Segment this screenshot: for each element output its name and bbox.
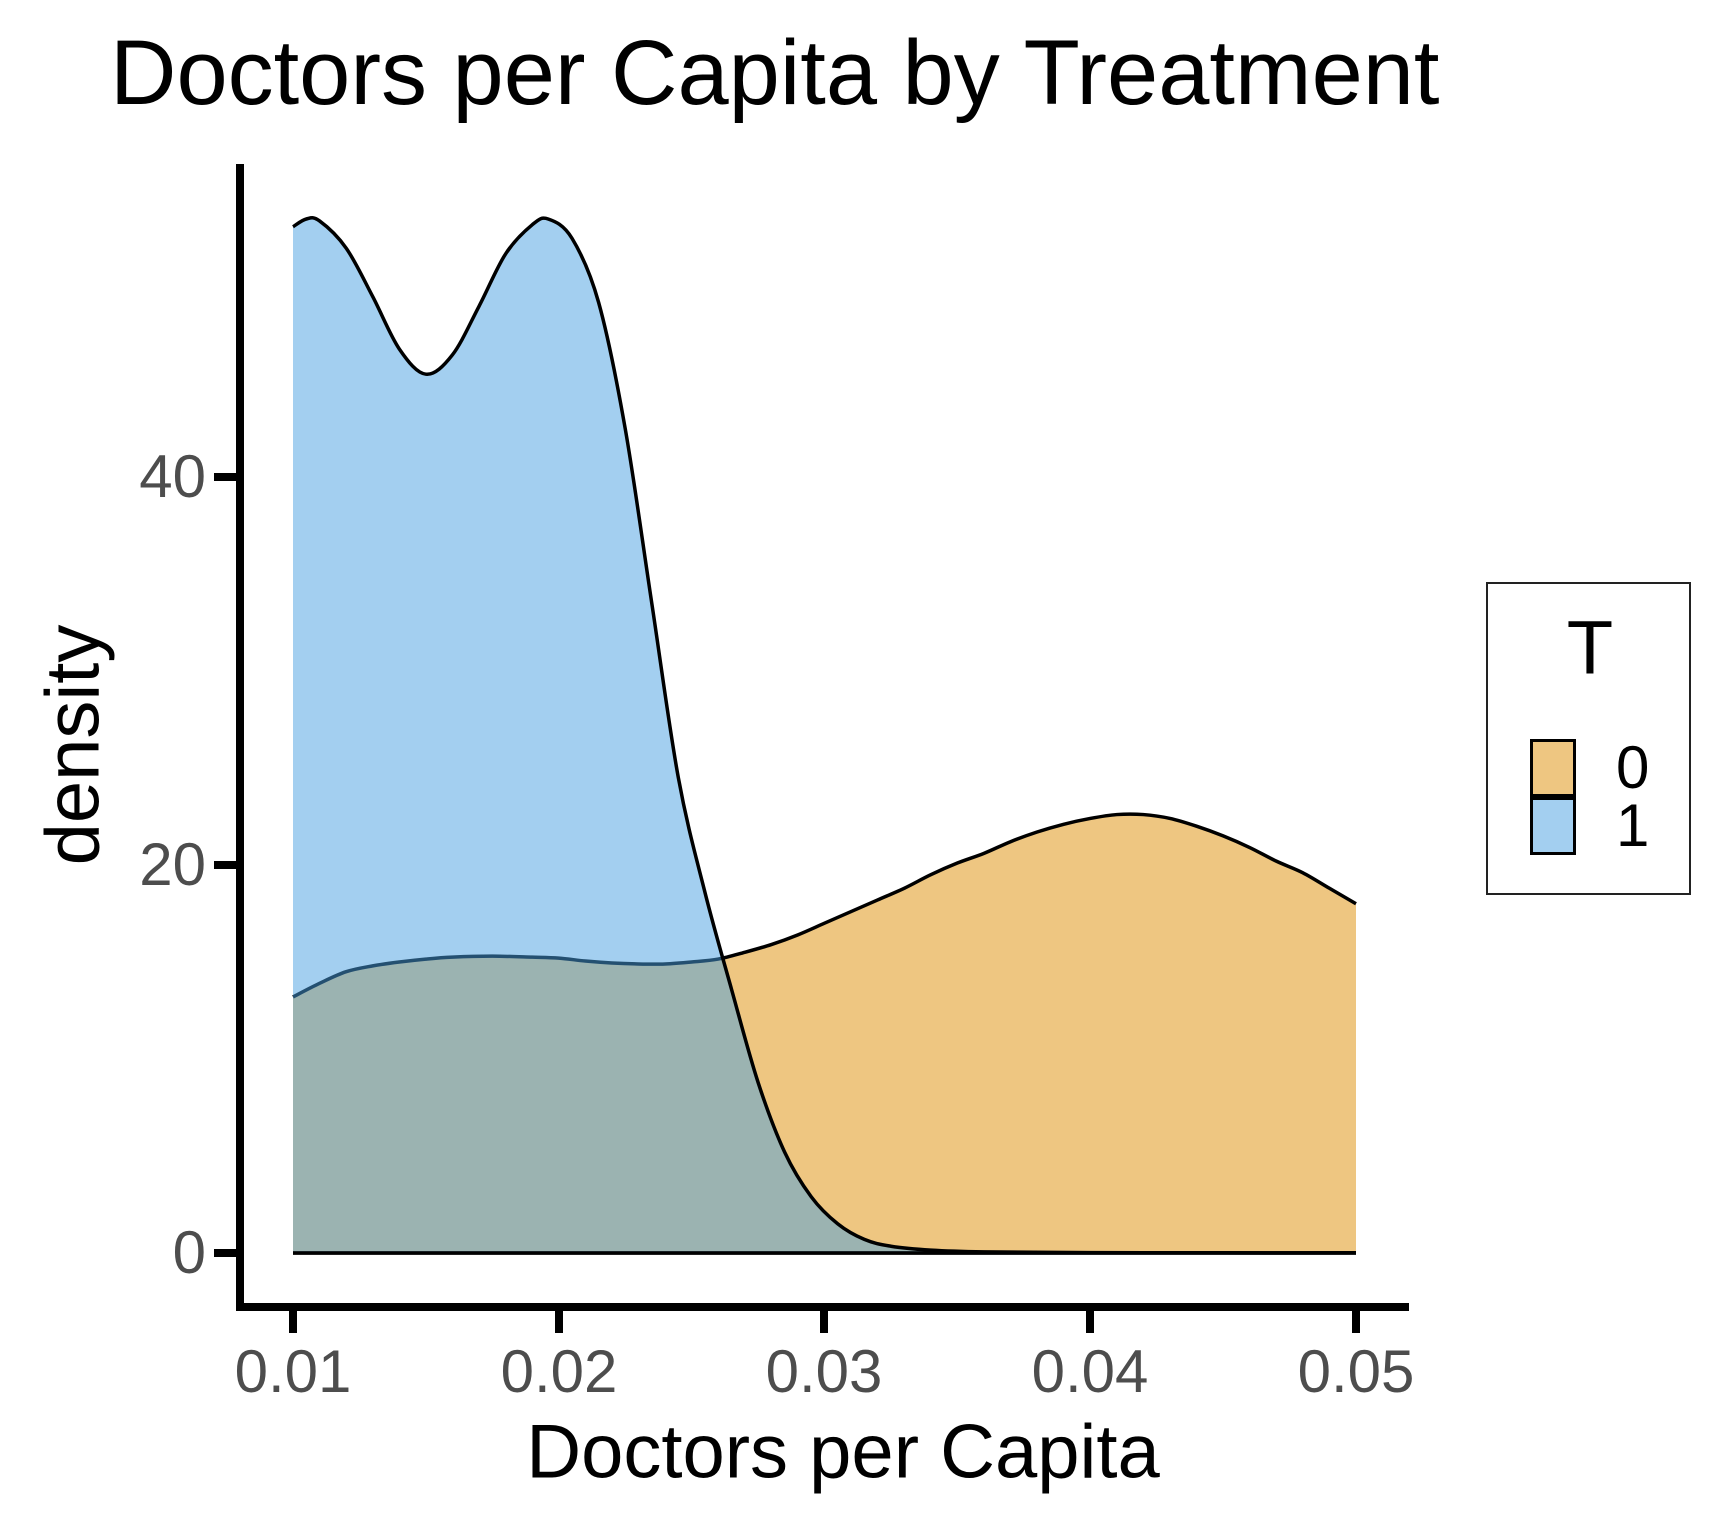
x-tick-label-002: 0.02 [500,1338,618,1405]
x-tickmark-003 [820,1311,828,1333]
x-axis-spine [236,1303,1409,1311]
y-tick-label-0: 0 [172,1219,206,1286]
legend: T 0 1 [1486,582,1691,895]
legend-label-treatment-1: 1 [1616,792,1650,859]
y-tickmark-40 [214,473,236,481]
chart-title: Doctors per Capita by Treatment [110,22,1440,124]
y-tick-label-40: 40 [139,443,206,510]
legend-title: T [1566,605,1614,691]
x-tickmark-005 [1352,1311,1360,1333]
x-tick-label-001: 0.01 [234,1338,352,1405]
x-tickmark-004 [1086,1311,1094,1333]
y-tickmark-20 [214,861,236,869]
y-tickmark-0 [214,1249,236,1257]
x-tick-label-005: 0.05 [1297,1338,1415,1405]
x-axis-label: Doctors per Capita [526,1409,1160,1495]
x-tickmark-002 [555,1311,563,1333]
x-tick-label-003: 0.03 [765,1338,883,1405]
y-axis-label: density [30,624,116,866]
legend-swatch-treatment-0 [1530,739,1576,797]
y-axis-spine [236,164,244,1311]
density-fill-treatment-1 [293,217,1356,1254]
x-tick-label-004: 0.04 [1031,1338,1149,1405]
density-curve-treatment-1 [292,216,1357,1255]
legend-swatch-treatment-1 [1530,797,1576,855]
legend-label-treatment-0: 0 [1616,734,1650,801]
x-tickmark-001 [289,1311,297,1333]
y-tick-label-20: 20 [139,831,206,898]
